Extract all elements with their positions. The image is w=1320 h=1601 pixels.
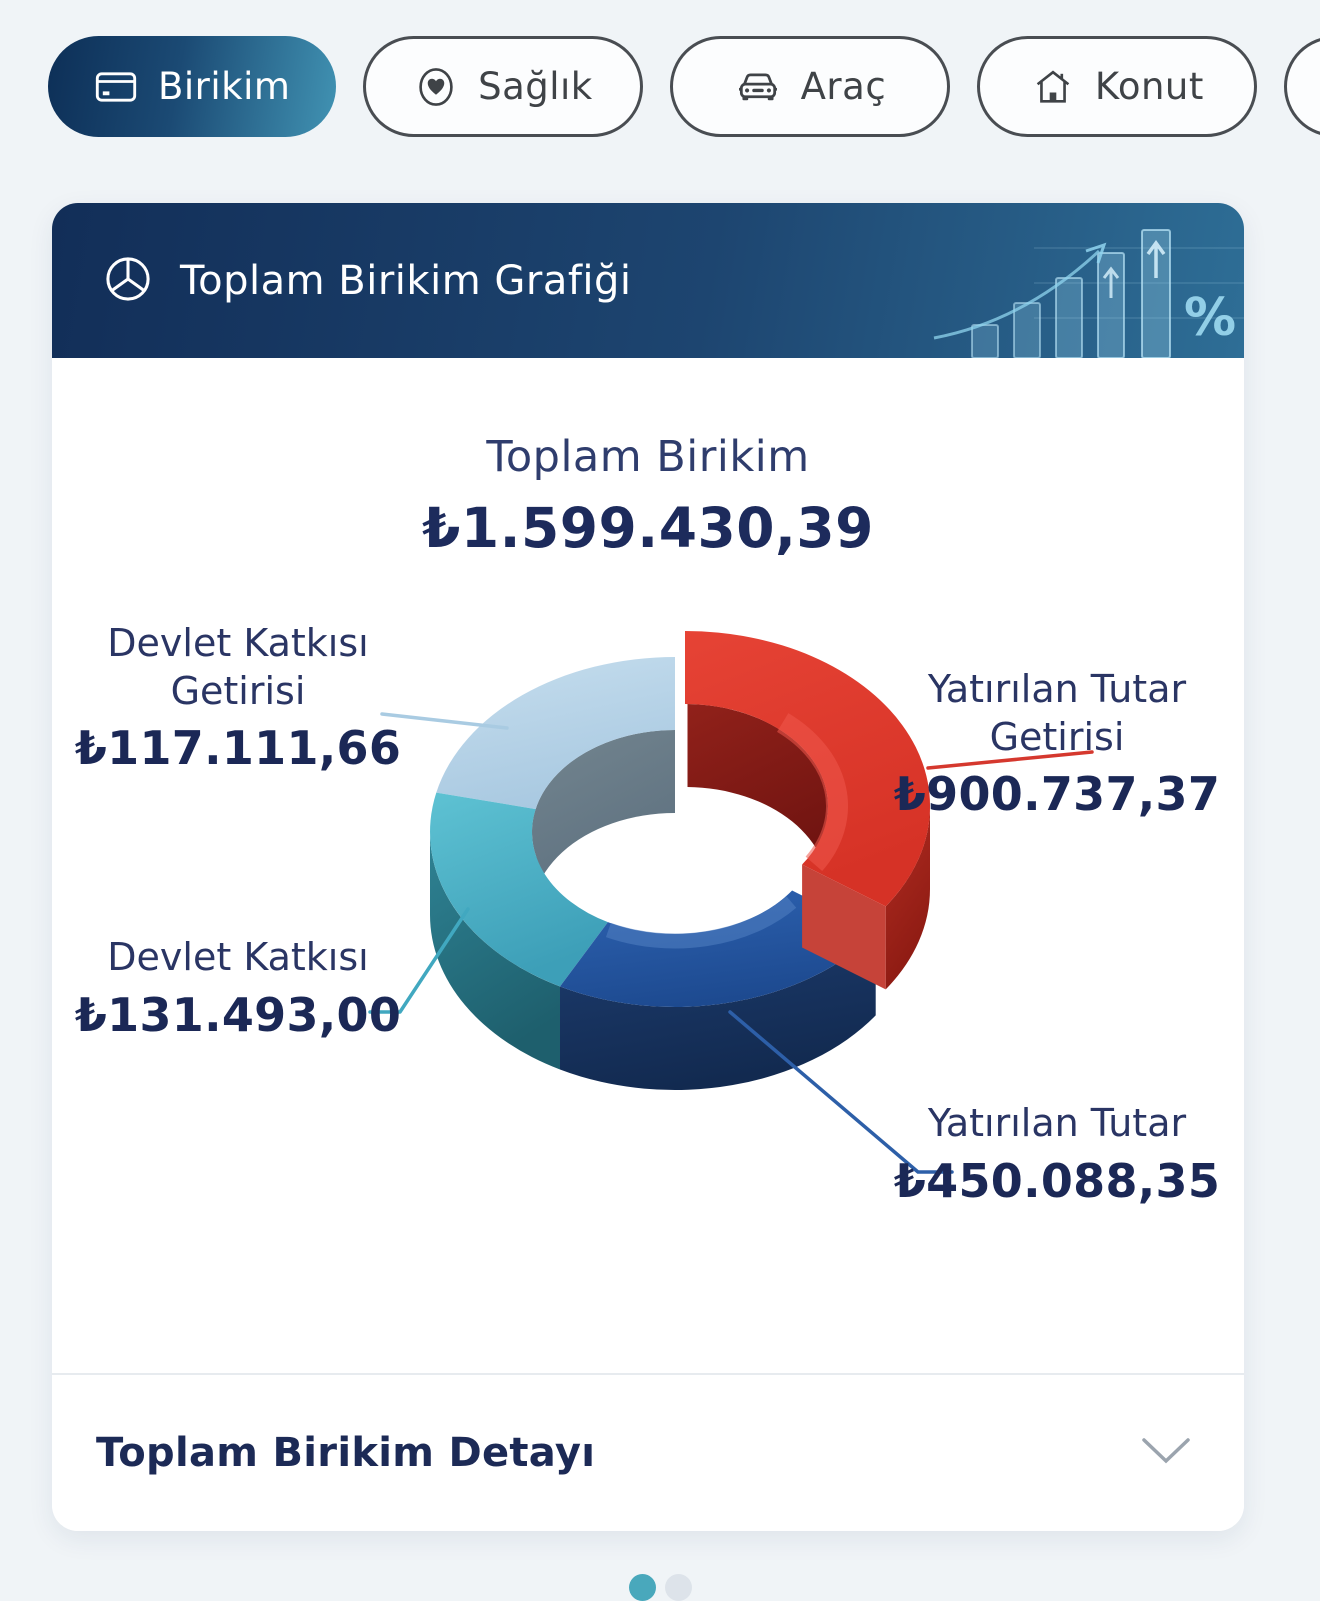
pie-chart-icon xyxy=(102,253,154,309)
detail-title: Toplam Birikim Detayı xyxy=(96,1430,596,1476)
pagination-dot-active[interactable] xyxy=(628,1574,656,1601)
credit-card-icon xyxy=(94,65,138,109)
tab-birikim[interactable]: Birikim xyxy=(48,36,337,137)
pagination-dot-inactive[interactable] xyxy=(664,1574,692,1601)
tab-partial[interactable] xyxy=(1284,36,1320,137)
car-icon xyxy=(735,64,781,110)
segment-label: Devlet Katkısı xyxy=(107,935,369,979)
tab-saglik[interactable]: Sağlık xyxy=(363,36,644,137)
tab-label: Sağlık xyxy=(478,65,593,108)
callout-devlet-katkisi: Devlet Katkısı ₺131.493,00 xyxy=(68,934,408,1042)
growth-chart-decoration: % xyxy=(933,229,1244,358)
svg-text:%: % xyxy=(1184,288,1236,348)
total-savings-donut-chart xyxy=(368,631,1094,1174)
donut-chart-area: Toplam Birikim ₺1.599.430,39 Devlet Katk… xyxy=(52,358,1244,1373)
callout-yatirilan-tutar: Yatırılan Tutar ₺450.088,35 xyxy=(882,1100,1232,1208)
tab-arac[interactable]: Araç xyxy=(670,36,951,137)
segment-label: Yatırılan Tutar Getirisi xyxy=(927,667,1187,759)
total-savings-label: Toplam Birikim xyxy=(486,432,810,482)
segment-label: Yatırılan Tutar xyxy=(927,1101,1187,1145)
heart-circle-icon xyxy=(414,65,458,109)
chevron-down-icon[interactable] xyxy=(1140,1436,1192,1470)
segment-amount: ₺450.088,35 xyxy=(893,1153,1221,1208)
card-title: Toplam Birikim Grafiği xyxy=(180,257,632,304)
card-header: Toplam Birikim Grafiği % xyxy=(52,203,1244,358)
segment-amount: ₺900.737,37 xyxy=(893,767,1221,821)
category-tabbar: Birikim Sağlık Araç xyxy=(48,36,1320,137)
tab-label: Konut xyxy=(1094,65,1204,108)
segment-label: Devlet Katkısı Getirisi xyxy=(107,621,369,713)
total-savings-block: Toplam Birikim ₺1.599.430,39 xyxy=(52,432,1244,560)
total-savings-detail-expander[interactable]: Toplam Birikim Detayı xyxy=(52,1373,1244,1531)
total-savings-amount: ₺1.599.430,39 xyxy=(422,496,874,560)
tab-label: Araç xyxy=(800,65,887,108)
callout-devlet-katkisi-getirisi: Devlet Katkısı Getirisi ₺117.111,66 xyxy=(68,620,408,775)
segment-amount: ₺117.111,66 xyxy=(74,721,402,775)
carousel-pagination xyxy=(0,1574,1320,1601)
total-savings-card: Toplam Birikim Grafiği % Toplam Birikim … xyxy=(52,203,1244,1531)
tab-label: Birikim xyxy=(158,65,291,108)
callout-yatirilan-tutar-getirisi: Yatırılan Tutar Getirisi ₺900.737,37 xyxy=(882,666,1232,821)
segment-amount: ₺131.493,00 xyxy=(74,987,402,1042)
house-icon xyxy=(1031,65,1075,109)
tab-konut[interactable]: Konut xyxy=(977,36,1258,137)
